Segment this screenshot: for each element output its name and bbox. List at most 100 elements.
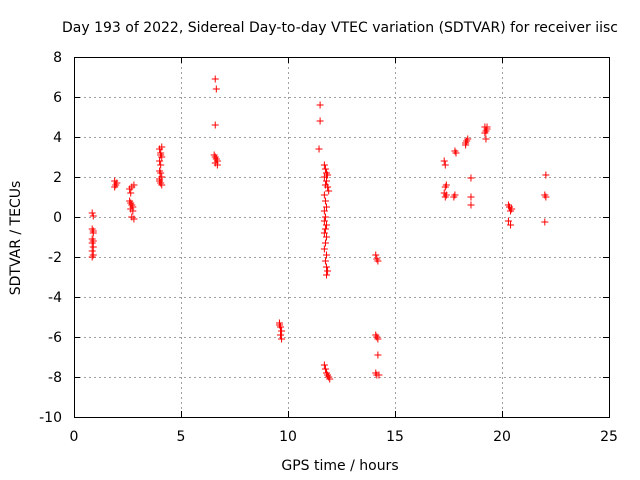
data-point [374,335,382,343]
data-point [374,351,382,359]
y-axis-label: SDTVAR / TECUs [8,181,24,296]
y-tick-label: -10 [39,410,62,426]
data-point [321,365,329,373]
data-point [323,263,331,271]
x-tick-label: 20 [493,429,511,445]
data-point [375,371,383,379]
data-point [316,101,324,109]
data-point [130,181,138,189]
data-point [156,175,164,183]
data-point [508,205,516,213]
y-tick-label: -2 [48,250,62,266]
data-point [321,257,329,265]
data-point [467,193,475,201]
data-point [467,201,475,209]
y-tick-label: 6 [53,90,62,106]
data-point [211,121,219,129]
data-point [323,251,331,259]
data-point [88,209,96,217]
y-tick-label: 0 [53,210,62,226]
data-point [278,327,286,335]
data-point [372,251,380,259]
data-point [450,193,458,201]
x-tick-label: 5 [177,429,186,445]
data-point [323,203,331,211]
data-point [462,141,470,149]
x-tick-label: 25 [600,429,618,445]
data-point [321,165,329,173]
data-point [481,129,489,137]
data-point [157,151,165,159]
data-point [212,85,220,93]
data-point [88,247,96,255]
data-point [374,257,382,265]
data-point [158,143,166,151]
data-point [323,233,331,241]
data-point [441,193,449,201]
y-tick-label: -8 [48,370,62,386]
y-tick-label: 8 [53,50,62,66]
data-point [482,135,490,143]
data-point [320,207,328,215]
data-point [156,157,164,165]
data-point [278,335,286,343]
data-point [324,171,332,179]
data-point [320,217,328,225]
data-point [89,212,97,220]
data-point [324,183,332,191]
data-point [127,199,135,207]
data-point [316,117,324,125]
plot-frame [74,57,610,418]
data-point [275,321,283,329]
data-point [277,331,285,339]
axis-ticks: 0 5 10 15 20 25 -10 -8 -6 -4 -2 0 2 4 6 8 [39,50,618,445]
data-point [441,161,449,169]
data-point [88,253,96,261]
data-point [542,193,550,201]
data-point [440,157,448,165]
data-point [321,225,329,233]
x-axis-label: GPS time / hours [281,458,398,474]
y-tick-label: -4 [48,290,62,306]
data-point [321,213,329,221]
data-point [320,245,328,253]
data-point [129,203,137,211]
x-tick-label: 0 [70,429,79,445]
data-points [88,75,550,383]
data-point [88,239,96,247]
data-point [320,161,328,169]
x-tick-label: 10 [279,429,297,445]
data-point [315,145,323,153]
y-tick-label: 4 [53,130,62,146]
grid [74,57,609,417]
data-point [158,181,166,189]
data-point [452,149,460,157]
data-point [483,125,491,133]
chart-title: Day 193 of 2022, Sidereal Day-to-day VTE… [62,20,618,36]
data-point [324,267,332,275]
data-point [323,177,331,185]
data-point [89,243,97,251]
data-point [321,197,329,205]
data-point [323,271,331,279]
data-point [89,229,97,237]
data-point [127,189,135,197]
data-point [157,169,165,177]
data-point [111,183,119,191]
data-point [467,174,475,182]
data-point [464,135,472,143]
data-point [507,221,515,229]
data-point [157,161,165,169]
y-tick-label: -6 [48,330,62,346]
x-tick-label: 15 [386,429,404,445]
data-point [323,221,331,229]
data-point [211,75,219,83]
data-point [321,239,329,247]
data-point [130,215,138,223]
data-point [213,161,221,169]
data-point [325,187,333,195]
data-point [541,218,549,226]
data-point [542,171,550,179]
data-point [320,191,328,199]
